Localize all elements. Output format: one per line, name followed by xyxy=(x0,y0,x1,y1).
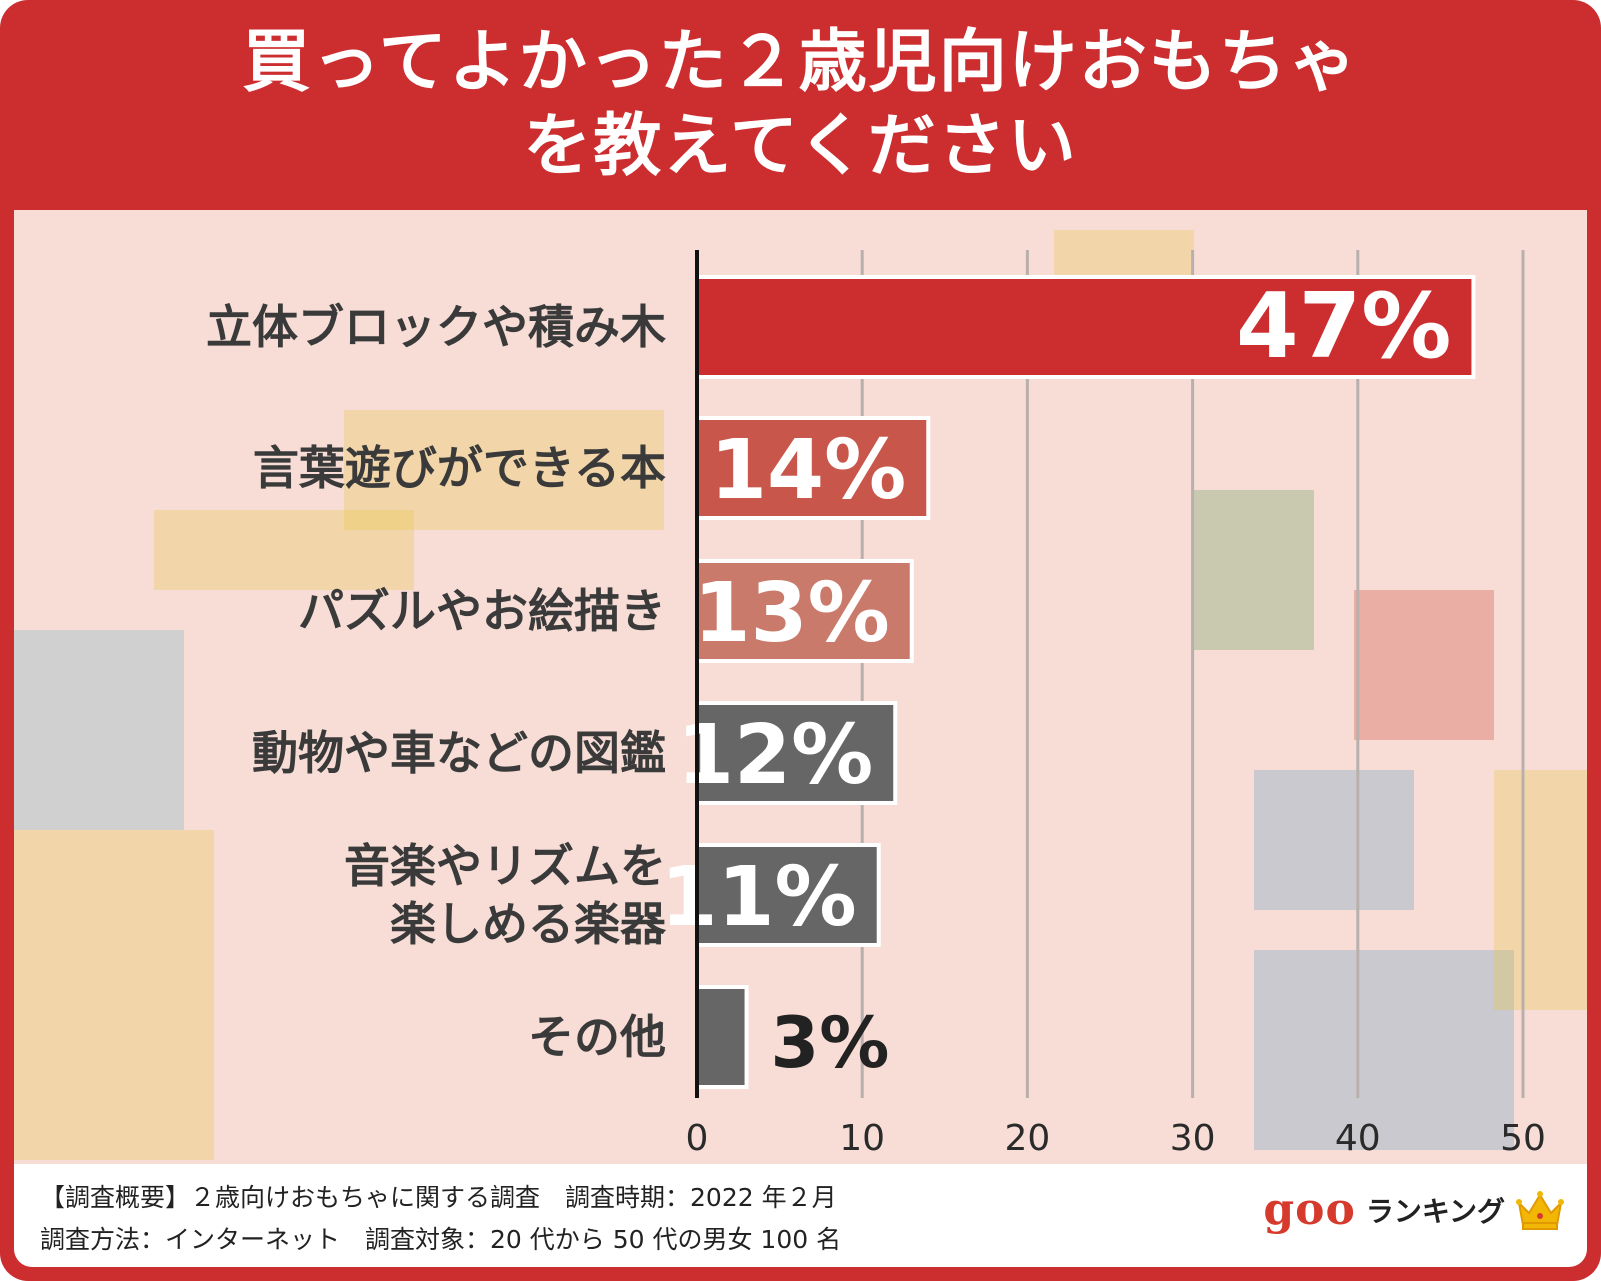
category-label: 言葉遊びができる本 xyxy=(253,439,666,497)
category-label: 音楽やリズムを 楽しめる楽器 xyxy=(344,837,666,953)
bar xyxy=(695,843,881,947)
category-label-line: 楽しめる楽器 xyxy=(390,897,666,951)
background-block xyxy=(1494,770,1587,1010)
footer: 【調査概要】２歳向けおもちゃに関する調査 調査時期：2022 年２月 調査方法：… xyxy=(14,1164,1587,1267)
x-tick-label: 0 xyxy=(686,1118,709,1159)
bar-value-label: 11% xyxy=(660,850,856,945)
x-tick-label: 40 xyxy=(1335,1118,1381,1159)
category-label: パズルやお絵描き xyxy=(298,582,666,640)
x-tick-label: 10 xyxy=(839,1118,885,1159)
survey-method: 調査方法：インターネット 調査対象：20 代から 50 代の男女 100 名 xyxy=(40,1225,842,1254)
bar xyxy=(695,416,931,520)
background-block xyxy=(1254,770,1414,910)
logo-text: ランキング xyxy=(1365,1194,1505,1228)
category-label-line: その他 xyxy=(528,1010,666,1064)
x-tick-label: 30 xyxy=(1170,1118,1216,1159)
x-tick-label: 20 xyxy=(1004,1118,1050,1159)
chart-title: 買ってよかった２歳児向けおもちゃ を教えてください xyxy=(0,0,1601,210)
category-label-line: パズルやお絵描き xyxy=(298,584,666,638)
bar-value-label: 47% xyxy=(1236,274,1451,379)
x-tick-label: 50 xyxy=(1500,1118,1546,1159)
category-label-line: 立体ブロックや積み木 xyxy=(206,300,666,354)
background-block xyxy=(1354,590,1494,740)
logo-brand: goo xyxy=(1263,1184,1356,1235)
background-block xyxy=(154,510,414,590)
bar-value-label: 14% xyxy=(710,423,906,518)
survey-summary: 【調査概要】２歳向けおもちゃに関する調査 調査時期：2022 年２月 xyxy=(40,1183,837,1212)
bar xyxy=(695,275,1476,379)
category-label: 立体ブロックや積み木 xyxy=(206,298,666,356)
category-label-line: 言葉遊びができる本 xyxy=(252,441,666,495)
background-block xyxy=(1194,490,1314,650)
category-label-line: 音楽やリズムを xyxy=(344,839,666,893)
background-block xyxy=(344,410,664,530)
bar xyxy=(695,559,914,663)
crown-icon xyxy=(1516,1190,1564,1230)
chart-title-line2: を教えてください xyxy=(523,107,1078,186)
category-label: その他 xyxy=(528,1008,666,1066)
bar-value-label: 3% xyxy=(771,1002,890,1084)
bar-value-label: 12% xyxy=(677,708,873,803)
background-block xyxy=(14,630,184,830)
category-label: 動物や車などの図鑑 xyxy=(252,724,666,782)
category-label-line: 動物や車などの図鑑 xyxy=(252,726,666,780)
goo-ranking-logo[interactable]: goo ランキング xyxy=(1263,1184,1565,1235)
background-block xyxy=(14,830,214,1160)
bar xyxy=(695,985,749,1089)
bar-value-label: 13% xyxy=(693,566,889,661)
background-block xyxy=(1254,950,1514,1150)
chart-title-line1: 買ってよかった２歳児向けおもちゃ xyxy=(242,23,1359,102)
